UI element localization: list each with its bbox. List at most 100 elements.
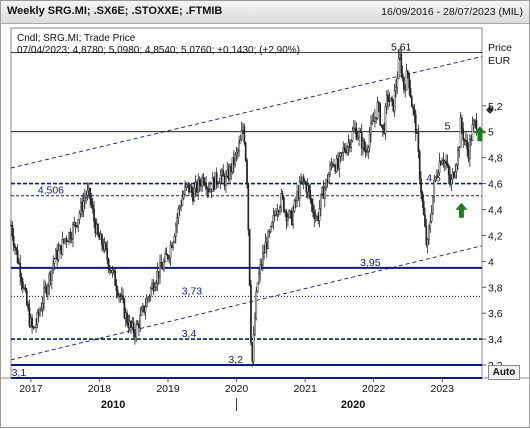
- candle-body: [76, 225, 78, 227]
- candle-body: [399, 54, 401, 59]
- candle-body: [438, 161, 441, 173]
- candle-body: [293, 200, 296, 212]
- candle-body: [210, 188, 213, 192]
- candle-body: [439, 161, 442, 165]
- candle-body: [461, 117, 463, 129]
- candle-body: [165, 253, 168, 256]
- candle-body: [321, 187, 324, 195]
- x-tick-label-2: 2019: [156, 383, 180, 395]
- candle-body: [265, 242, 268, 249]
- candle-body: [215, 172, 218, 184]
- candle-body: [453, 172, 455, 178]
- candle-body: [337, 158, 339, 169]
- candle-body: [393, 90, 396, 112]
- candle-body: [331, 163, 334, 165]
- candle-body: [51, 268, 53, 281]
- candle-body: [446, 163, 449, 166]
- candle-body: [316, 216, 318, 218]
- x-tick-label-0: 2017: [19, 383, 43, 395]
- candle-body: [346, 146, 349, 153]
- candle-body: [64, 238, 66, 242]
- candle-body: [272, 215, 275, 223]
- candle-body: [29, 317, 32, 327]
- candle-body: [358, 131, 360, 138]
- level-label-1: 5: [445, 121, 451, 133]
- candle-body: [235, 151, 238, 155]
- candle-body: [66, 240, 69, 243]
- auto-scale-button[interactable]: Auto: [488, 365, 520, 380]
- y-tick-label-5: 4,2: [488, 230, 503, 242]
- candle-body: [116, 290, 119, 297]
- candle-body: [280, 193, 283, 208]
- candle-body: [347, 142, 350, 148]
- candle-body: [193, 188, 196, 202]
- candle-body: [305, 183, 308, 193]
- candle-body: [202, 176, 205, 183]
- candle-body: [424, 214, 426, 227]
- candle-body: [184, 186, 186, 195]
- candle-body: [147, 297, 149, 300]
- candle-body: [335, 158, 338, 172]
- y-tick-label-1: 3,4: [488, 334, 503, 346]
- candle-body: [457, 150, 459, 166]
- candle-body: [221, 170, 223, 176]
- candle-body: [389, 97, 392, 102]
- candle-body: [61, 239, 64, 255]
- candle-body: [124, 312, 127, 319]
- candle-body: [330, 163, 333, 166]
- candle-body: [98, 234, 101, 240]
- candle-body: [57, 249, 60, 261]
- candle-body: [141, 305, 144, 311]
- candle-body: [341, 152, 343, 154]
- candle-body: [243, 126, 246, 144]
- candle-body: [465, 140, 467, 142]
- candle-body: [106, 248, 109, 260]
- candle-body: [251, 342, 254, 362]
- candle-body: [404, 89, 407, 91]
- x-tick-label-6: 2023: [431, 383, 455, 395]
- candle-body: [172, 241, 175, 248]
- candle-body: [20, 276, 23, 282]
- candle-body: [149, 288, 152, 297]
- candle-body: [338, 155, 341, 169]
- candle-body: [54, 250, 57, 260]
- candle-body: [285, 211, 288, 221]
- y-tick-label-10: 5,2: [488, 101, 503, 113]
- candle-body: [264, 242, 267, 253]
- candle-body: [310, 199, 313, 205]
- y-axis-title-line-2: EUR: [488, 55, 511, 67]
- candle-body: [381, 124, 384, 130]
- candle-body: [397, 58, 400, 79]
- candle-body: [443, 160, 446, 164]
- candle-body: [218, 182, 221, 184]
- candle-body: [290, 210, 293, 226]
- candle-body: [437, 172, 440, 178]
- candle-body: [134, 332, 136, 338]
- candle-body: [138, 323, 140, 329]
- candle-body: [325, 179, 327, 189]
- candle-body: [451, 172, 454, 180]
- candle-body: [170, 245, 173, 248]
- candle-body: [91, 204, 94, 210]
- candle-body: [300, 181, 302, 183]
- candle-body: [261, 252, 264, 266]
- candle-body: [209, 188, 211, 193]
- candle-body: [131, 322, 134, 328]
- candle-body: [254, 317, 256, 336]
- candle-body: [85, 195, 88, 198]
- candle-body: [364, 149, 367, 153]
- candle-body: [49, 273, 52, 281]
- candle-body: [127, 322, 130, 329]
- level-label-3: 4,506: [38, 185, 64, 197]
- last-price-marker: [486, 105, 494, 114]
- candle-body: [70, 238, 73, 240]
- candle-body: [77, 219, 80, 227]
- candle-body: [387, 94, 389, 102]
- candle-body: [306, 184, 309, 193]
- candle-body: [248, 229, 251, 286]
- candle-body: [194, 182, 197, 189]
- candle-body: [97, 224, 99, 236]
- candle-body: [217, 183, 219, 185]
- candle-body: [160, 262, 163, 268]
